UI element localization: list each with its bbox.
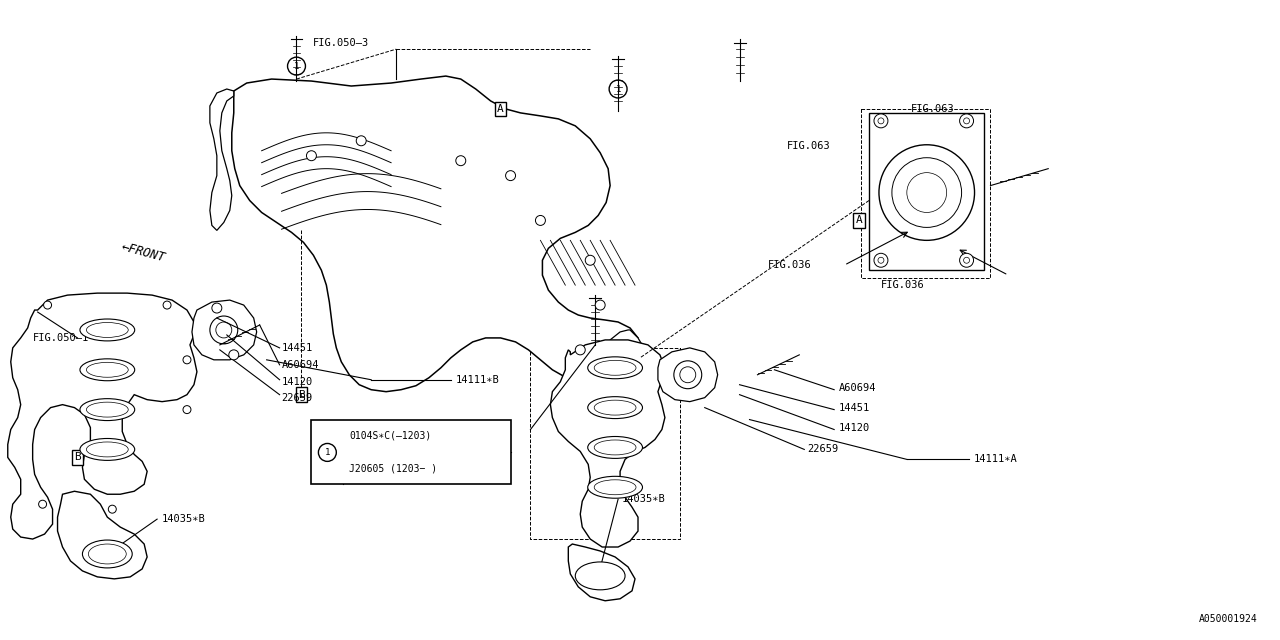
Text: FIG.036: FIG.036: [768, 260, 812, 270]
Circle shape: [163, 301, 172, 309]
Text: B: B: [74, 452, 81, 463]
Text: FIG.036: FIG.036: [881, 280, 924, 290]
Circle shape: [456, 156, 466, 166]
Text: B: B: [298, 390, 305, 399]
Ellipse shape: [588, 476, 643, 498]
Text: 14120: 14120: [840, 422, 870, 433]
Circle shape: [38, 500, 46, 508]
Ellipse shape: [79, 438, 134, 460]
Ellipse shape: [594, 360, 636, 375]
Text: 14035∗B: 14035∗B: [622, 494, 666, 504]
Text: 14111∗A: 14111∗A: [974, 454, 1018, 465]
Ellipse shape: [82, 540, 132, 568]
Text: A60694: A60694: [282, 360, 319, 370]
Text: 14111∗B: 14111∗B: [456, 375, 499, 385]
Ellipse shape: [87, 362, 128, 377]
Circle shape: [44, 301, 51, 309]
Circle shape: [212, 303, 221, 313]
Circle shape: [356, 136, 366, 146]
Text: 1: 1: [616, 84, 621, 93]
Polygon shape: [598, 330, 648, 396]
Polygon shape: [232, 76, 640, 392]
Circle shape: [183, 406, 191, 413]
Ellipse shape: [79, 399, 134, 420]
Polygon shape: [568, 544, 635, 601]
Text: A: A: [497, 104, 504, 114]
Text: 14120: 14120: [282, 377, 312, 387]
Polygon shape: [210, 89, 234, 230]
Text: FIG.050–1: FIG.050–1: [33, 333, 88, 343]
Polygon shape: [8, 293, 197, 539]
Text: FIG.050–3: FIG.050–3: [314, 38, 370, 48]
Text: 14451: 14451: [840, 403, 870, 413]
Circle shape: [874, 114, 888, 128]
FancyBboxPatch shape: [869, 113, 983, 270]
Ellipse shape: [79, 359, 134, 381]
Text: 14035∗B: 14035∗B: [163, 514, 206, 524]
Ellipse shape: [594, 480, 636, 495]
Circle shape: [878, 118, 884, 124]
Ellipse shape: [575, 562, 625, 590]
Text: 1: 1: [325, 448, 330, 457]
Polygon shape: [58, 492, 147, 579]
Ellipse shape: [87, 402, 128, 417]
Ellipse shape: [594, 400, 636, 415]
Ellipse shape: [87, 323, 128, 337]
Text: FIG.063: FIG.063: [787, 141, 831, 151]
Ellipse shape: [594, 440, 636, 455]
Text: J20605 (1203− ): J20605 (1203− ): [349, 463, 438, 473]
Circle shape: [960, 114, 974, 128]
Text: 22659: 22659: [808, 444, 838, 454]
Text: FIG.063: FIG.063: [911, 104, 955, 114]
Ellipse shape: [588, 436, 643, 458]
Ellipse shape: [588, 357, 643, 379]
Circle shape: [575, 345, 585, 355]
Ellipse shape: [88, 544, 127, 564]
Text: 14451: 14451: [282, 343, 312, 353]
Circle shape: [960, 253, 974, 268]
Text: 1: 1: [294, 61, 300, 70]
Circle shape: [506, 171, 516, 180]
Text: A: A: [855, 216, 863, 225]
Circle shape: [306, 151, 316, 161]
Polygon shape: [550, 340, 664, 547]
Circle shape: [874, 253, 888, 268]
Circle shape: [964, 257, 969, 263]
Circle shape: [535, 216, 545, 225]
Ellipse shape: [87, 442, 128, 457]
Circle shape: [878, 257, 884, 263]
Text: 22659: 22659: [282, 393, 312, 403]
Text: FIG.050–1: FIG.050–1: [431, 424, 488, 435]
Polygon shape: [192, 300, 257, 360]
Ellipse shape: [588, 397, 643, 419]
Polygon shape: [658, 348, 718, 402]
Text: ←FRONT: ←FRONT: [120, 240, 168, 264]
Circle shape: [585, 255, 595, 265]
Text: A60694: A60694: [840, 383, 877, 393]
Circle shape: [109, 505, 116, 513]
FancyBboxPatch shape: [311, 420, 511, 484]
Circle shape: [183, 356, 191, 364]
Ellipse shape: [79, 319, 134, 341]
Circle shape: [964, 118, 969, 124]
Circle shape: [229, 350, 239, 360]
Circle shape: [595, 300, 605, 310]
Text: 0104S∗C(‒1203): 0104S∗C(‒1203): [349, 431, 431, 441]
Text: A050001924: A050001924: [1198, 614, 1257, 623]
